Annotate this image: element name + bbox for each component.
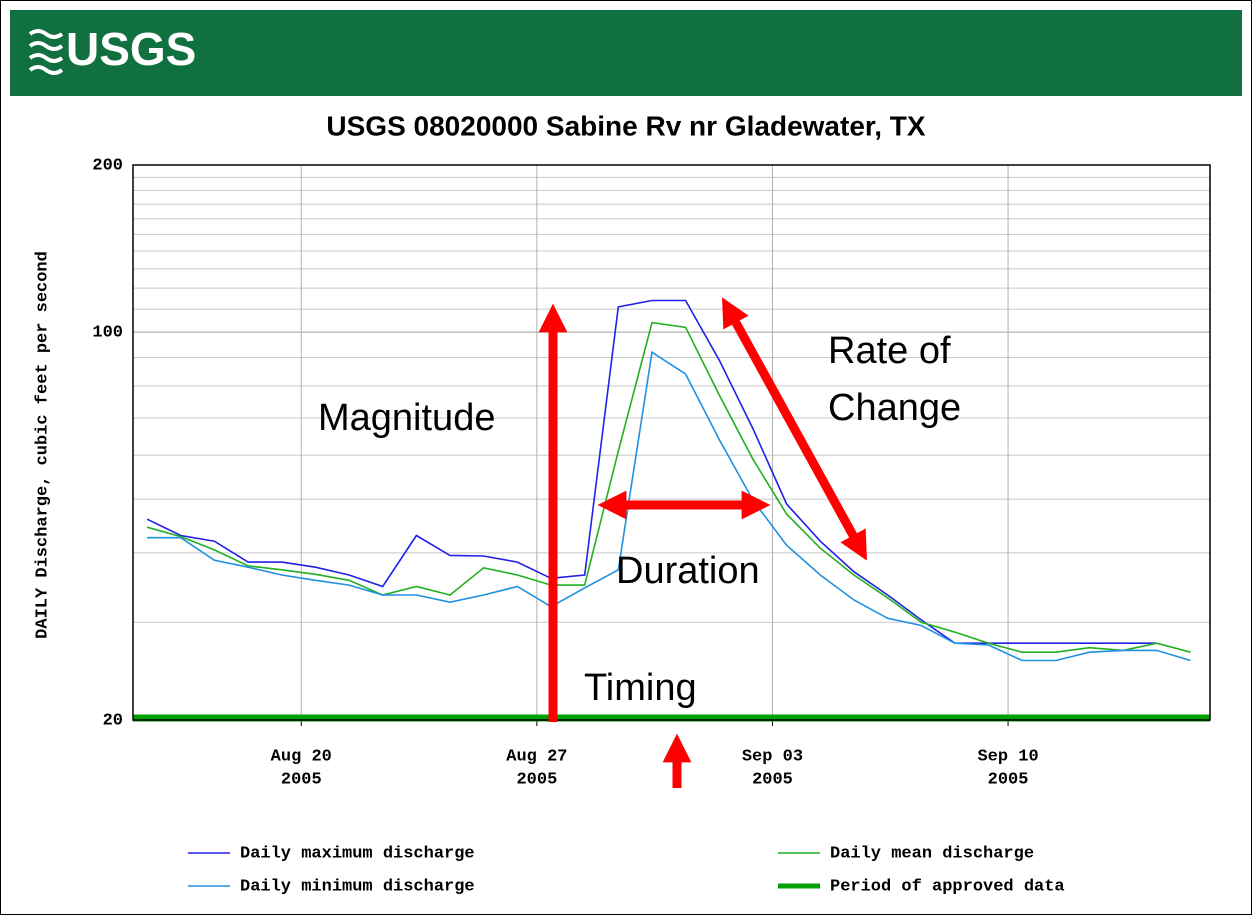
annotation: Magnitude bbox=[318, 397, 495, 439]
annotation: Change bbox=[828, 387, 961, 429]
annotation: Duration bbox=[616, 550, 760, 592]
series-line bbox=[147, 350, 1191, 662]
x-tick-sublabel: 2005 bbox=[281, 770, 322, 789]
rate-arrow bbox=[722, 297, 867, 561]
plot-border bbox=[132, 164, 1211, 721]
y-tick-label: 100 bbox=[92, 324, 123, 343]
legend-label: Daily maximum discharge bbox=[240, 844, 475, 863]
chart-title: USGS 08020000 Sabine Rv nr Gladewater, T… bbox=[326, 110, 925, 141]
y-tick-label: 20 bbox=[103, 711, 123, 730]
logo: USGS bbox=[66, 23, 196, 75]
x-tick-sublabel: 2005 bbox=[752, 770, 793, 789]
legend-label: Daily minimum discharge bbox=[240, 877, 475, 896]
legend-label: Period of approved data bbox=[830, 877, 1065, 896]
annotation: Rate of bbox=[828, 330, 951, 372]
series-line bbox=[146, 321, 1191, 653]
x-tick-sublabel: 2005 bbox=[516, 770, 557, 789]
header-bar bbox=[10, 10, 1242, 96]
x-tick-label: Aug 27 bbox=[506, 747, 567, 766]
y-tick-label: 200 bbox=[92, 156, 123, 175]
x-tick-sublabel: 2005 bbox=[988, 770, 1029, 789]
x-tick-label: Aug 20 bbox=[271, 747, 332, 766]
y-axis-label: DAILY Discharge, cubic feet per second bbox=[33, 251, 52, 639]
annotation-arrows bbox=[538, 297, 867, 788]
x-tick-label: Sep 10 bbox=[977, 747, 1038, 766]
logo-waves bbox=[28, 29, 64, 75]
annotation: Timing bbox=[584, 667, 697, 709]
legend-label: Daily mean discharge bbox=[830, 844, 1034, 863]
x-tick-label: Sep 03 bbox=[742, 747, 803, 766]
